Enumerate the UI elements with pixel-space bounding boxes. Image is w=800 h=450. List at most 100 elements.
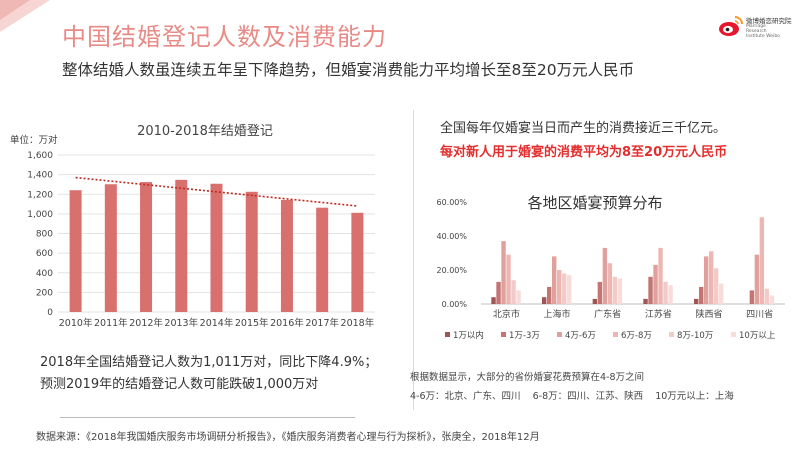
x-tick-label: 上海市 <box>543 308 570 320</box>
bar <box>516 290 521 304</box>
page-title: 中国结婚登记人数及消费能力 <box>62 23 387 51</box>
data-source: 数据来源：《2018年我国婚庆服务市场调研分析报告》，《婚庆服务消费者心理与行为… <box>36 432 540 443</box>
x-tick-label: 2016年 <box>270 317 304 329</box>
banquet-spend-statement: 全国每年仅婚宴当日而产生的消费接近三千亿元。 <box>440 121 727 136</box>
bar <box>643 298 648 304</box>
bar <box>759 217 765 304</box>
x-tick-label: 2012年 <box>129 317 163 329</box>
corner-decoration <box>0 0 50 32</box>
legend-swatch <box>669 332 674 337</box>
bar <box>351 212 364 312</box>
y-axis-unit-label: 单位：万对 <box>10 134 58 146</box>
y-tick-label: 600 <box>36 249 53 259</box>
bar <box>547 287 552 304</box>
bar <box>719 283 724 304</box>
budget-note-line2: 4-6万：北京、广东、四川 6-8万：四川、江苏、陕西 10万元以上：上海 <box>410 391 734 402</box>
bar <box>506 254 511 304</box>
bar <box>567 275 572 304</box>
legend-label: 10万以上 <box>739 331 776 341</box>
bar <box>542 297 547 304</box>
page-subtitle: 整体结婚人数虽连续五年呈下降趋势，但婚宴消费能力平均增长至8至20万元人民币 <box>62 61 635 79</box>
registration-note-line2: 预测2019年的结婚登记人数可能跌破1,000万对 <box>40 377 319 392</box>
x-tick-label: 2018年 <box>341 317 375 329</box>
y-tick-label: 60.00% <box>436 198 467 207</box>
y-tick-label: 1,600 <box>27 151 53 161</box>
bar <box>552 256 557 304</box>
legend-label: 6万-8万 <box>621 331 652 341</box>
registration-note: 2018年全国结婚登记人数为1,011万对，同比下降4.9%； 预测2019年的… <box>40 352 377 396</box>
x-tick-label: 2011年 <box>94 317 128 329</box>
y-tick-label: 20.00% <box>436 266 467 275</box>
budget-note-line1: 根据数据显示，大部分的省份婚宴花费预算在4-8万之间 <box>410 372 645 383</box>
bar <box>280 199 293 312</box>
legend-swatch <box>445 332 450 337</box>
legend-label: 8万-10万 <box>677 331 713 341</box>
bar <box>491 297 496 304</box>
regional-budget-chart: 各地区婚宴预算分布 0.00% 20.00% 40.00% 60.00% 北京市 上海市 广东… <box>436 194 785 341</box>
bar <box>663 281 668 304</box>
brand-logo: 微博婚恋研究院 Marriage Research Institute Weib… <box>718 12 792 42</box>
x-tick-label: 2015年 <box>235 317 269 329</box>
bar <box>69 190 82 312</box>
bar <box>764 288 770 304</box>
bar <box>597 281 603 304</box>
budget-note: 根据数据显示，大部分的省份婚宴花费预算在4-8万之间 4-6万：北京、广东、四川… <box>410 368 734 406</box>
bar <box>648 276 653 304</box>
x-tick-label: 江苏省 <box>645 308 672 320</box>
bar <box>316 207 329 312</box>
x-tick-label: 2010年 <box>59 317 93 329</box>
weibo-logo-icon <box>719 16 743 36</box>
bar <box>496 281 501 304</box>
bar <box>501 241 506 304</box>
trend-line <box>75 176 358 207</box>
bar <box>557 270 562 304</box>
chart-title: 各地区婚宴预算分布 <box>527 194 662 212</box>
x-tick-label: 2014年 <box>200 317 234 329</box>
bar <box>592 298 598 304</box>
bar <box>749 290 755 304</box>
bar <box>769 295 775 304</box>
bar <box>140 182 153 312</box>
vertical-divider <box>413 110 414 410</box>
legend-label: 1万-3万 <box>509 331 540 341</box>
x-tick-label: 北京市 <box>493 308 520 320</box>
legend-label: 1万以内 <box>453 330 484 341</box>
logo-english: Marriage Research Institute Weibo <box>746 24 780 39</box>
y-tick-label: 800 <box>36 230 53 240</box>
bar <box>210 183 223 312</box>
registration-note-line1: 2018年全国结婚登记人数为1,011万对，同比下降4.9%； <box>40 355 378 370</box>
horizontal-divider <box>60 417 355 418</box>
y-tick-label: 200 <box>36 288 53 298</box>
bar <box>714 268 719 304</box>
bar <box>104 184 117 312</box>
y-tick-label: 1,000 <box>27 210 53 220</box>
bar <box>658 247 663 304</box>
bar <box>612 276 618 304</box>
x-tick-label: 2017年 <box>305 317 339 329</box>
legend-label: 4万-6万 <box>565 331 596 341</box>
x-tick-label: 陕西省 <box>695 308 722 320</box>
x-tick-label: 四川省 <box>746 308 773 320</box>
y-tick-label: 1,200 <box>27 190 53 200</box>
bar <box>694 298 699 304</box>
bar <box>709 251 714 304</box>
bar <box>754 254 760 304</box>
bar <box>668 285 673 304</box>
y-tick-label: 0 <box>47 308 53 318</box>
bar <box>562 273 567 304</box>
y-tick-label: 400 <box>36 269 53 279</box>
bar <box>245 191 258 312</box>
bar <box>607 263 613 304</box>
bar <box>617 278 623 304</box>
y-tick-label: 0.00% <box>442 300 468 309</box>
bar <box>511 280 516 304</box>
bar <box>653 264 658 304</box>
logo-name: 微博婚恋研究院 <box>746 17 792 25</box>
bar <box>699 287 704 304</box>
y-tick-label: 40.00% <box>436 232 467 241</box>
legend-swatch <box>557 332 562 337</box>
bar <box>175 179 188 312</box>
y-tick-label: 1,400 <box>27 171 53 181</box>
x-tick-label: 2013年 <box>164 317 198 329</box>
